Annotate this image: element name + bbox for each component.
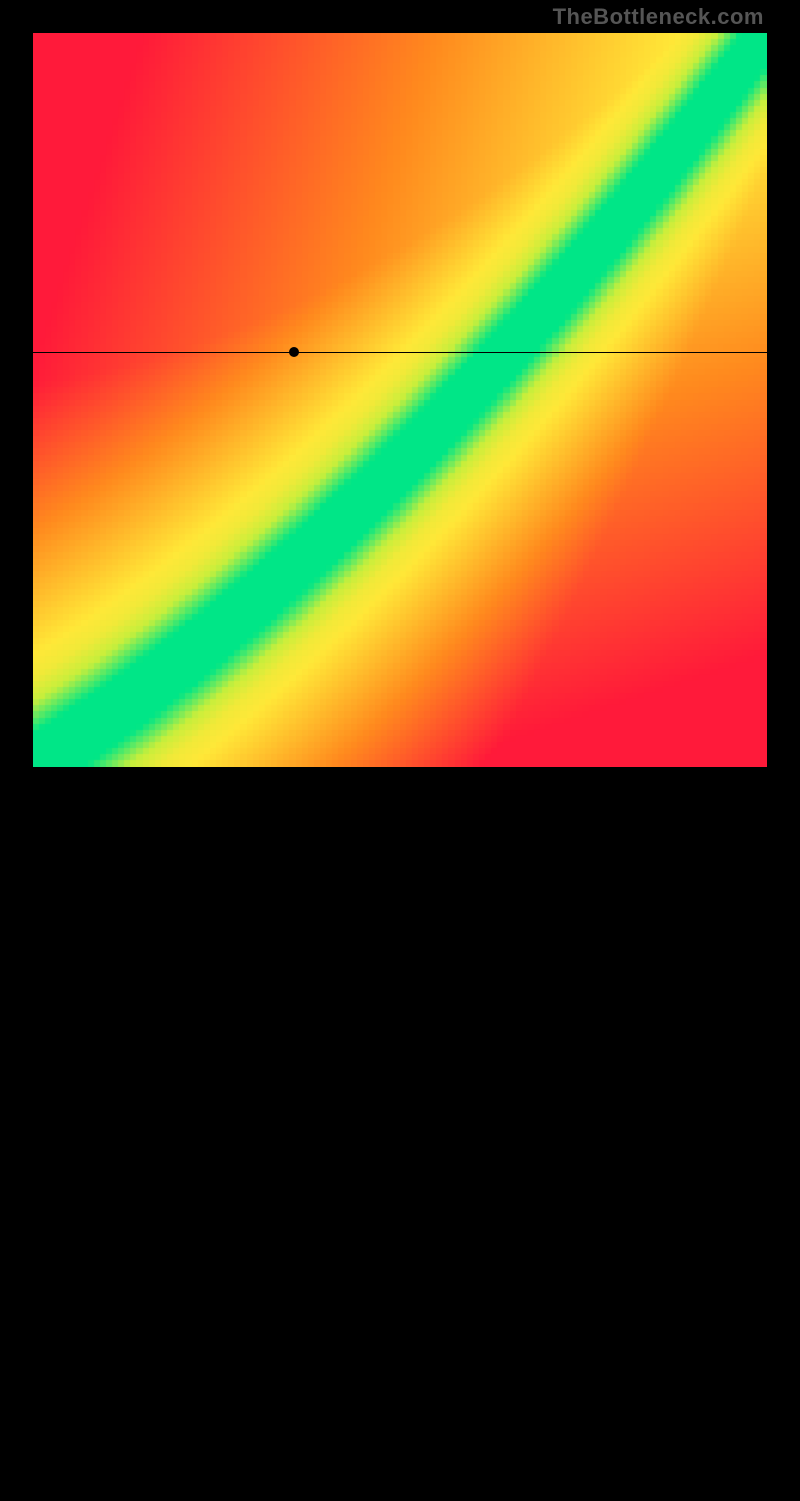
watermark-text: TheBottleneck.com [553, 4, 764, 30]
crosshair-horizontal [33, 352, 767, 353]
heatmap-plot [33, 33, 767, 767]
crosshair-vertical [294, 767, 295, 1501]
marker-dot [289, 347, 299, 357]
heatmap-canvas [33, 33, 767, 767]
